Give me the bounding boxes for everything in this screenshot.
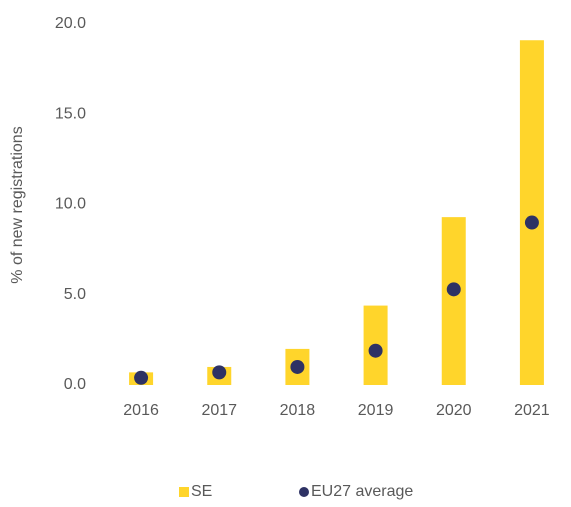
legend-swatch [299, 487, 309, 497]
dot [368, 343, 383, 358]
legend-label: SE [191, 483, 212, 500]
x-tick-label: 2017 [201, 402, 237, 419]
y-tick-label: 20.0 [55, 15, 86, 32]
legend-swatch [179, 487, 189, 497]
y-tick-label: 5.0 [64, 286, 86, 303]
bar [441, 217, 466, 385]
y-axis-label: % of new registrations [9, 126, 26, 283]
x-tick-label: 2018 [280, 402, 316, 419]
y-tick-label: 10.0 [55, 196, 86, 213]
x-tick-label: 2020 [436, 402, 472, 419]
dot [446, 282, 461, 297]
dot [212, 365, 227, 380]
legend-label: EU27 average [311, 483, 413, 500]
x-tick-label: 2021 [514, 402, 550, 419]
dot [134, 370, 149, 385]
dot [524, 215, 539, 230]
y-tick-label: 0.0 [64, 376, 86, 393]
x-tick-label: 2016 [123, 402, 159, 419]
x-tick-label: 2019 [358, 402, 394, 419]
y-tick-label: 15.0 [55, 105, 86, 122]
dot [290, 359, 305, 374]
bar [519, 40, 544, 386]
